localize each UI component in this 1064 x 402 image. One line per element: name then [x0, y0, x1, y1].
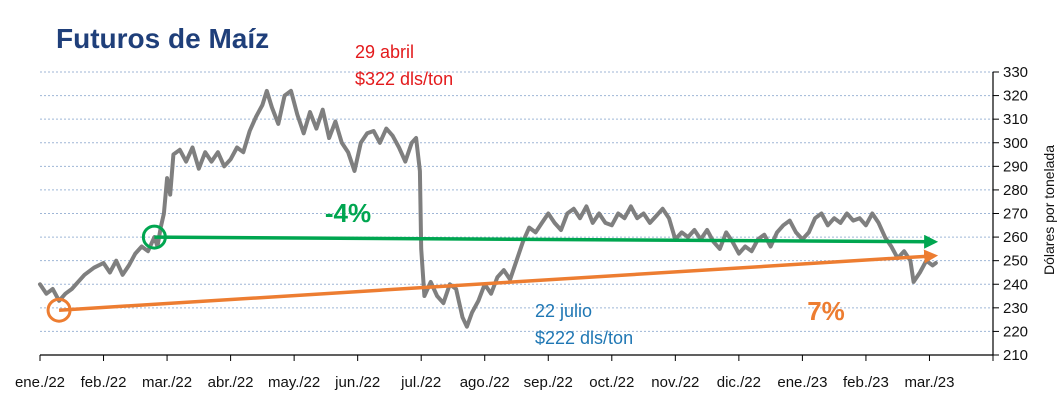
x-tick-label: jul./22: [400, 374, 441, 391]
annotation-layer: -4% 7% 29 abril $322 dls/ton 22 julio $222 dl…: [325, 42, 845, 348]
x-tick-label: ene./23: [777, 374, 827, 391]
x-tick-label: feb./22: [81, 374, 127, 391]
orange-trend-arrow: [58, 249, 939, 312]
price-series-line: [38, 88, 938, 329]
low-annotation-line: 22 julio: [535, 301, 592, 321]
peak-annotation-line: 29 abril: [355, 42, 414, 62]
x-tick-label: ago./22: [460, 374, 510, 391]
x-tick-label: abr./22: [208, 374, 254, 391]
x-tick-label: nov./22: [651, 374, 699, 391]
trend-layer: [46, 224, 939, 323]
y-tick-label: 320: [1003, 88, 1028, 105]
green-start-marker: [141, 224, 167, 250]
chart-title: Futuros de Maíz: [56, 23, 269, 54]
low-annotation-line: $222 dls/ton: [535, 328, 633, 348]
x-tick-label: feb./23: [843, 374, 889, 391]
y-tick-label: 300: [1003, 135, 1028, 152]
orange-start-marker: [46, 297, 72, 323]
y-tick-label: 250: [1003, 253, 1028, 270]
y-tick-label: 270: [1003, 206, 1028, 223]
green-change-label: -4%: [325, 198, 371, 228]
y-tick-label: 330: [1003, 64, 1028, 81]
y-axis-label: Dólares por tonelada: [1041, 145, 1057, 275]
y-tick-label: 290: [1003, 158, 1028, 175]
y-tick-label: 210: [1003, 347, 1028, 364]
orange-change-label: 7%: [807, 296, 845, 326]
y-tick-label: 280: [1003, 182, 1028, 199]
x-tick-label: sep./22: [524, 374, 573, 391]
x-axis: ene./22 feb./22 mar./22 abr./22 may./22 jun./…: [15, 354, 994, 391]
y-tick-label: 310: [1003, 111, 1028, 128]
y-tick-label: 230: [1003, 300, 1028, 317]
series-layer: [38, 88, 938, 329]
peak-annotation-line: $322 dls/ton: [355, 69, 453, 89]
x-tick-label: oct./22: [589, 374, 634, 391]
x-tick-label: dic./22: [717, 374, 761, 391]
green-trend-arrow: [154, 234, 939, 249]
x-tick-label: mar./22: [142, 374, 192, 391]
x-tick-label: mar./23: [904, 374, 954, 391]
gridlines: [40, 71, 993, 332]
y-tick-label: 260: [1003, 229, 1028, 246]
y-axis: 210 220 230 240 250 260 270 280 290 300 310 320 330: [992, 64, 1028, 364]
x-tick-label: may./22: [268, 374, 320, 391]
x-tick-label: ene./22: [15, 374, 65, 391]
x-tick-label: jun./22: [334, 374, 380, 391]
y-tick-label: 220: [1003, 323, 1028, 340]
y-tick-label: 240: [1003, 276, 1028, 293]
